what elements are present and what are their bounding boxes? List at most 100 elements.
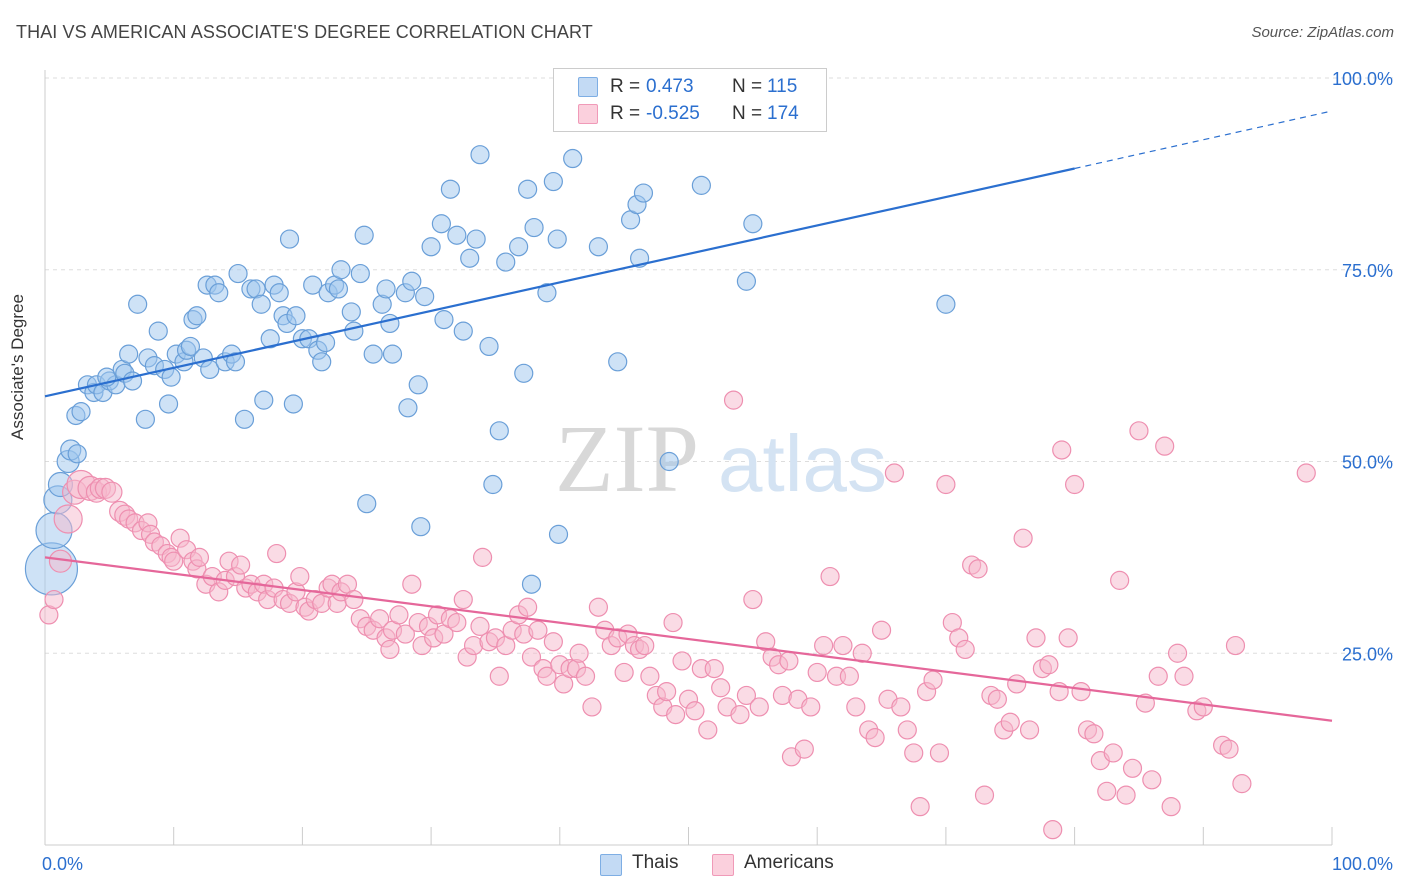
thais-point [228,263,248,284]
thais-swatch [600,854,622,876]
thais-point [71,402,91,422]
stats-legend-row-thais: R = 0.473 N = 115 [554,74,826,100]
americans-point [1084,724,1104,744]
americans-point [704,658,724,679]
americans-point [910,797,930,817]
thais-point [521,574,542,594]
thais-point [187,306,207,326]
axes [44,70,1333,846]
thais-point [303,275,323,295]
thais-point [743,214,763,234]
thais-point [514,363,534,383]
americans-point [1007,674,1027,694]
americans-point [370,609,390,629]
americans-point [1064,474,1085,495]
thais-point [24,542,79,596]
americans-point [402,574,422,594]
thais-point [415,286,435,307]
thais-point [286,306,306,326]
americans-point [936,474,956,495]
watermark-atlas: atlas [718,419,887,508]
thais-point [936,294,956,314]
thais-point [547,229,567,249]
americans-point [1232,774,1252,794]
thais-point [431,214,451,234]
americans-point [1039,655,1059,675]
americans-point [290,566,310,587]
americans-point [1296,463,1316,483]
americans-point [852,643,872,663]
americans-point [743,589,763,610]
thais-point [402,271,422,291]
americans-point [698,720,718,740]
thais-point [269,283,289,303]
y-tick-label: 75.0% [1342,261,1393,281]
americans-point [833,635,853,656]
thais-point [283,394,303,414]
americans-point [635,635,655,656]
r-label: R = [610,76,641,97]
thais-point [496,252,516,272]
americans-point [1103,743,1123,763]
americans-point [489,666,509,686]
americans-point [663,612,683,633]
n-value: 115 [767,76,798,97]
americans-point [1026,628,1046,648]
thais-point [447,225,467,245]
thais-point [354,225,374,245]
series [24,145,1316,840]
thais-point [408,375,428,395]
thais-point [344,321,364,341]
thais-point [524,217,544,238]
y-tick-label: 25.0% [1342,644,1393,664]
thais-point [328,279,349,299]
americans-point [657,681,677,702]
americans-point [897,720,917,740]
thais-point [341,302,361,322]
americans-point [955,639,975,660]
americans-point [968,559,988,579]
n-label: N = [732,103,763,124]
americans-point [614,662,634,683]
thais-point [691,175,711,195]
thais-point [453,321,473,341]
legend-label: Americans [744,852,834,873]
thais-point [563,148,583,169]
americans-point [1110,570,1130,590]
thais-point [608,352,628,372]
watermark: ZIP atlas [555,405,887,512]
legend-label: Thais [632,852,679,873]
americans-point [575,666,596,686]
thais-point [380,313,400,334]
americans-point [1161,797,1181,817]
thais-point [588,237,609,257]
americans-point [231,555,251,575]
americans-point [974,785,995,805]
thais-point [312,352,332,372]
thais-point [434,310,454,330]
americans-point [839,666,859,686]
thais-point [398,398,418,418]
x-tick-label: 0.0% [42,854,83,874]
americans-point [189,547,210,567]
americans-point [736,685,757,706]
americans-point [588,597,609,617]
americans-point [987,689,1007,709]
americans-point [1167,643,1188,663]
americans-point [730,705,750,725]
americans-point [640,666,660,686]
americans-point [779,651,799,671]
americans-swatch [578,104,598,124]
thais-point [440,179,461,199]
thais-point [483,474,503,495]
thais-point [518,179,538,199]
americans-point [711,678,731,698]
trend-lines [44,110,1333,722]
americans-point [749,697,769,717]
thais-point [548,524,569,544]
thais-point [331,260,351,280]
stats-legend-row-americans: R = -0.525 N = 174 [554,101,826,127]
americans-point [101,481,123,503]
thais-trend-line [44,167,1075,398]
